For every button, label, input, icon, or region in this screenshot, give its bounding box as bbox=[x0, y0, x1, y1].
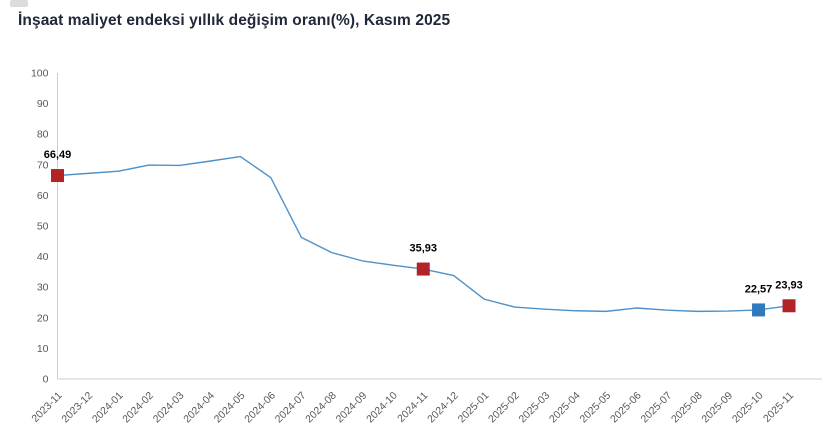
data-marker bbox=[782, 299, 796, 313]
x-axis-tick-label: 2024-12 bbox=[425, 390, 461, 426]
x-axis-tick-label: 2025-04 bbox=[547, 390, 583, 426]
cropped-ui-fragment bbox=[10, 0, 28, 7]
x-axis-tick-label: 2024-09 bbox=[334, 390, 370, 426]
data-point-label: 35,93 bbox=[409, 243, 437, 255]
x-axis-tick-label: 2025-01 bbox=[456, 390, 492, 426]
x-axis-tick-label: 2025-07 bbox=[638, 390, 674, 426]
x-axis-tick-label: 2025-06 bbox=[608, 390, 644, 426]
y-axis-tick-label: 70 bbox=[37, 159, 49, 171]
data-marker bbox=[752, 303, 766, 317]
x-axis-tick-label: 2025-05 bbox=[578, 390, 614, 426]
x-axis-tick-label: 2025-02 bbox=[486, 390, 522, 426]
x-axis-tick-label: 2023-12 bbox=[59, 390, 95, 426]
x-axis-tick-label: 2024-02 bbox=[120, 390, 156, 426]
x-axis-tick-label: 2024-03 bbox=[151, 390, 187, 426]
data-line bbox=[57, 155, 790, 313]
x-axis-tick-label: 2025-03 bbox=[517, 390, 553, 426]
data-point-label: 66,49 bbox=[44, 149, 72, 161]
y-axis-tick-label: 40 bbox=[37, 251, 49, 263]
x-axis-tick-label: 2024-07 bbox=[273, 390, 309, 426]
y-axis-tick-label: 0 bbox=[43, 374, 49, 386]
y-axis-tick-label: 30 bbox=[37, 282, 49, 294]
x-axis-tick-label: 2024-06 bbox=[242, 390, 278, 426]
x-axis-tick-label: 2024-04 bbox=[181, 390, 217, 426]
x-axis-tick-label: 2024-10 bbox=[364, 390, 400, 426]
data-point-label: 22,57 bbox=[745, 283, 773, 295]
x-axis-tick-label: 2024-08 bbox=[303, 390, 339, 426]
x-axis-tick-label: 2024-01 bbox=[90, 390, 126, 426]
x-axis-tick-label: 2025-11 bbox=[761, 390, 796, 425]
x-axis-tick-label: 2025-10 bbox=[730, 390, 766, 426]
x-axis-tick-label: 2025-09 bbox=[699, 390, 735, 426]
y-axis-tick-label: 10 bbox=[37, 343, 49, 355]
x-axis-tick-label: 2023-11 bbox=[29, 390, 64, 425]
data-marker bbox=[416, 262, 430, 276]
chart-title: İnşaat maliyet endeksi yıllık değişim or… bbox=[18, 12, 451, 29]
x-axis-tick-label: 2024-05 bbox=[212, 390, 248, 426]
x-axis-tick-label: 2025-08 bbox=[669, 390, 705, 426]
y-axis-tick-label: 20 bbox=[37, 312, 49, 324]
y-axis-tick-label: 60 bbox=[37, 190, 49, 202]
data-point-label: 23,93 bbox=[775, 279, 803, 291]
y-axis-tick-label: 80 bbox=[37, 129, 49, 141]
y-axis-tick-label: 90 bbox=[37, 98, 49, 110]
data-marker bbox=[51, 169, 64, 183]
y-axis-tick-label: 50 bbox=[37, 221, 49, 233]
y-axis-tick-label: 100 bbox=[31, 68, 49, 80]
x-axis-tick-label: 2024-11 bbox=[395, 390, 430, 425]
